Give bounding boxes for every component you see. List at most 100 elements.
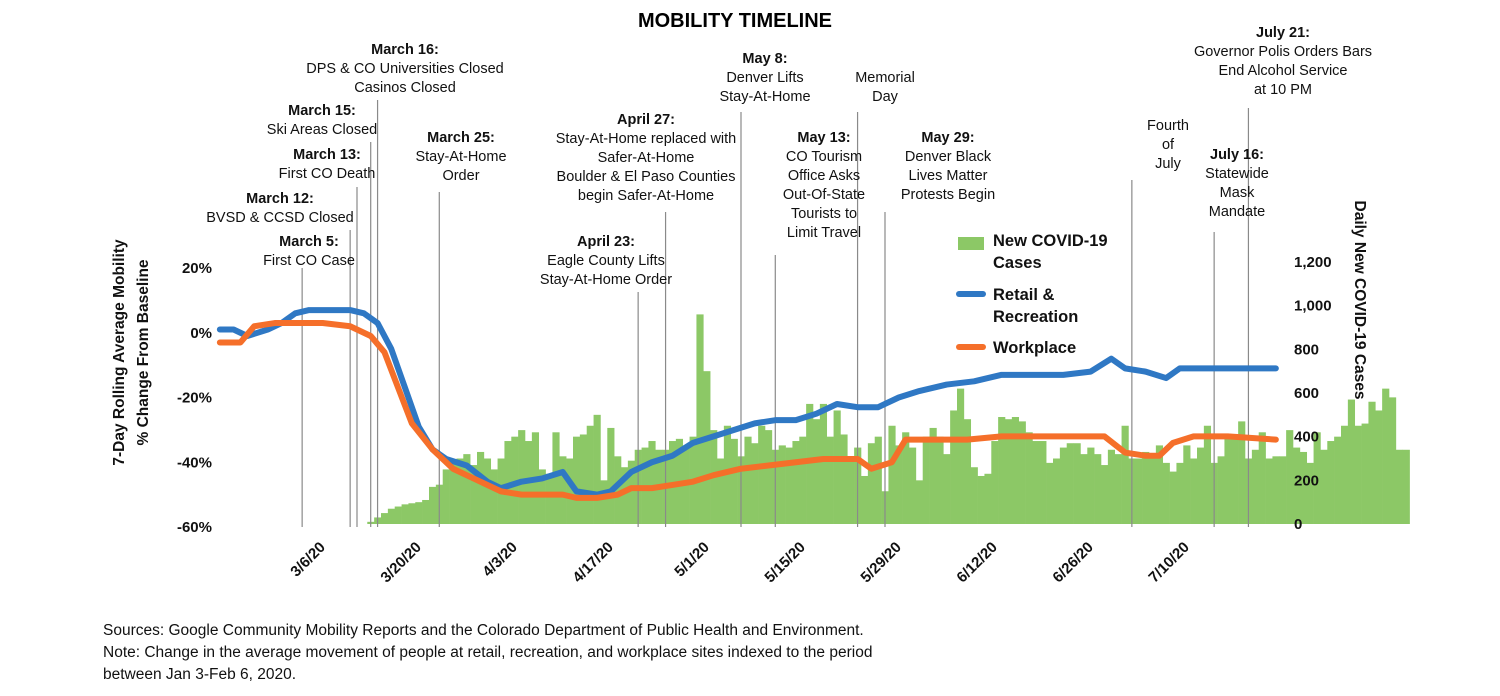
case-bar (867, 443, 876, 524)
case-bar (422, 499, 430, 524)
case-bar (929, 427, 937, 524)
case-bar (977, 475, 985, 524)
case-bar (429, 486, 437, 524)
case-bar (1011, 417, 1020, 524)
case-bar (1293, 447, 1301, 524)
case-bar (1327, 441, 1335, 524)
case-bar (806, 403, 814, 524)
event-description: DPS & CO Universities Closed (306, 61, 503, 77)
case-bar (1389, 397, 1397, 524)
chart-footer: Sources: Google Community Mobility Repor… (103, 620, 1203, 686)
right-tick-label: 1,000 (1294, 298, 1332, 315)
case-bar (1258, 432, 1266, 524)
case-bar (957, 388, 965, 524)
event-date-label: March 15: (288, 103, 356, 119)
mobility-lines (216, 307, 1279, 501)
event-description: July (1155, 156, 1182, 172)
case-bar (1299, 451, 1308, 524)
case-bar (902, 432, 910, 524)
case-bar (1121, 425, 1129, 524)
case-bar (490, 469, 498, 524)
case-bar (950, 410, 958, 524)
case-bar (586, 425, 594, 524)
case-bar (895, 445, 903, 524)
case-bar (518, 430, 526, 524)
case-bar (1169, 471, 1177, 524)
case-bar (1231, 436, 1239, 524)
legend-swatch-cases (958, 237, 984, 250)
case-bar (1320, 449, 1328, 524)
case-bar (833, 410, 841, 524)
case-bar (1272, 456, 1280, 524)
event-marker-lines (301, 100, 1250, 527)
event-description: End Alcohol Service (1219, 63, 1348, 79)
event-description: Statewide (1205, 166, 1269, 182)
case-bar (861, 475, 869, 524)
case-bar (545, 473, 553, 524)
case-bar (1334, 436, 1342, 524)
case-bar (1251, 449, 1260, 524)
x-tick-label: 6/26/20 (1049, 539, 1096, 586)
case-bar (826, 436, 834, 524)
event-description: Ski Areas Closed (267, 122, 377, 138)
event-description: at 10 PM (1254, 82, 1312, 98)
case-bar (442, 469, 450, 524)
left-tick-label: -20% (177, 390, 212, 407)
event-description: Eagle County Lifts (547, 253, 665, 269)
case-bar (470, 465, 478, 524)
right-tick-label: 800 (1294, 341, 1319, 358)
left-axis-label-1: 7-Day Rolling Average Mobility (111, 239, 128, 466)
event-description: CO Tourism (786, 149, 862, 165)
case-bar (1025, 432, 1033, 524)
case-bar (593, 414, 601, 524)
event-description: Denver Black (905, 149, 992, 165)
case-bar (449, 462, 457, 524)
x-tick-label: 5/15/20 (761, 539, 808, 586)
case-bar (1382, 388, 1390, 524)
case-bar (607, 427, 615, 524)
case-bar (1094, 454, 1102, 524)
case-bar (1197, 447, 1205, 524)
case-bar (785, 447, 793, 524)
case-bar (573, 436, 581, 524)
event-description: Memorial (855, 70, 915, 86)
case-bar (477, 451, 485, 524)
case-bar (703, 371, 711, 524)
case-bar (511, 436, 519, 524)
case-bar (1162, 462, 1170, 524)
case-bar (991, 441, 999, 524)
case-bar (1402, 449, 1410, 524)
case-bar (1313, 432, 1321, 524)
case-bar (1066, 443, 1074, 524)
event-description: Tourists to (791, 206, 857, 222)
event-description: BVSD & CCSD Closed (206, 210, 353, 226)
case-bar (1046, 462, 1054, 524)
event-description: begin Safer-At-Home (578, 188, 714, 204)
x-tick-label: 4/17/20 (569, 539, 616, 586)
case-bar (1101, 465, 1109, 524)
right-tick-label: 0 (1294, 516, 1302, 533)
case-bar (1217, 456, 1225, 524)
case-bar (1183, 445, 1191, 524)
legend-label-cases-1: New COVID-19 (993, 232, 1108, 250)
case-bar (1005, 419, 1013, 524)
right-tick-label: 200 (1294, 472, 1319, 489)
case-bar (758, 425, 766, 524)
case-bar (1238, 421, 1246, 524)
case-bar (1375, 410, 1383, 524)
case-bar (1354, 425, 1362, 524)
retail-recreation-line (216, 307, 1279, 498)
event-description: First CO Death (279, 166, 376, 182)
case-bar (970, 467, 978, 524)
x-tick-label: 6/12/20 (953, 539, 1000, 586)
event-date-label: April 23: (577, 234, 635, 250)
event-date-label: July 21: (1256, 25, 1310, 41)
case-bar (963, 419, 972, 524)
case-bar (765, 430, 773, 524)
event-date-label: May 13: (797, 130, 850, 146)
case-bar (909, 447, 917, 524)
event-description: Casinos Closed (354, 80, 456, 96)
event-description: Order (442, 168, 479, 184)
case-bar (381, 513, 389, 524)
